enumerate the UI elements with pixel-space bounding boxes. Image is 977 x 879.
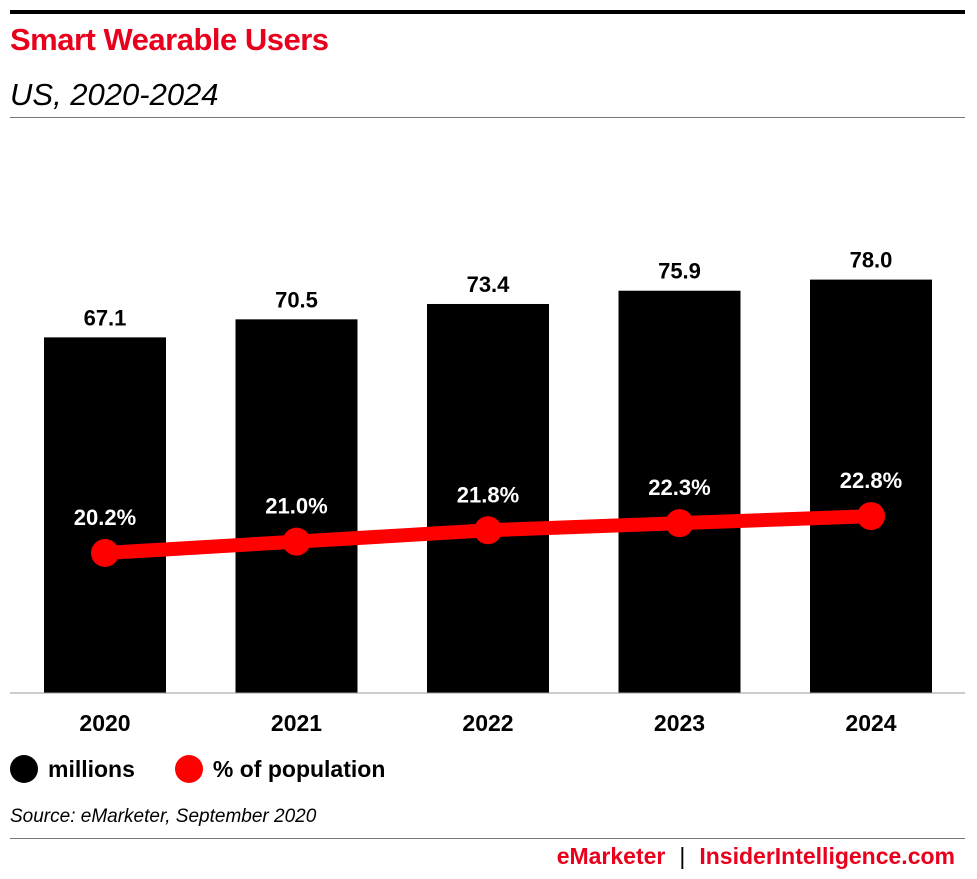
bar-value-label-2020: 67.1 [84, 305, 127, 330]
source-note: Source: eMarketer, September 2020 [10, 806, 317, 827]
chart-title: Smart Wearable Users [10, 22, 329, 57]
x-tick-label-2022: 2022 [462, 710, 513, 736]
legend-item-millions: millions [10, 755, 135, 783]
x-tick-label-2020: 2020 [79, 710, 130, 736]
legend-swatch-millions [10, 755, 38, 783]
legend-item-population: % of population [174, 755, 386, 783]
bar-value-label-2021: 70.5 [275, 287, 318, 312]
population-point-2024 [857, 502, 885, 531]
population-value-label-2024: 22.8% [840, 468, 902, 493]
brand-insiderintelligence: InsiderIntelligence.com [699, 843, 955, 869]
legend-label-millions: millions [48, 755, 135, 782]
x-tick-label-2024: 2024 [845, 710, 896, 736]
population-value-label-2022: 21.8% [457, 482, 519, 507]
chart-subtitle: US, 2020-2024 [10, 77, 219, 112]
population-value-label-2020: 20.2% [74, 505, 136, 530]
x-tick-label-2023: 2023 [654, 710, 705, 736]
top-rule [10, 10, 965, 14]
bar-2020 [44, 337, 166, 693]
footer: eMarketer | InsiderIntelligence.com [557, 843, 955, 870]
legend-label-population: % of population [212, 755, 386, 782]
population-point-2022 [474, 516, 502, 545]
footer-separator: | [679, 843, 686, 869]
bar-value-label-2022: 73.4 [467, 272, 511, 297]
population-value-label-2021: 21.0% [265, 494, 327, 519]
bar-2024 [810, 279, 932, 693]
population-point-2021 [282, 527, 311, 556]
bar-value-label-2023: 75.9 [658, 259, 701, 284]
bar-value-label-2024: 78.0 [850, 248, 893, 273]
footer-divider [10, 838, 965, 839]
population-point-2020 [91, 539, 119, 567]
legend-swatch-population [174, 755, 203, 783]
bar-2021 [235, 319, 358, 693]
title-divider [10, 117, 965, 118]
x-tick-label-2021: 2021 [271, 710, 322, 736]
bar-2022 [427, 303, 549, 693]
population-point-2023 [665, 509, 694, 538]
legend: millions % of population [10, 755, 425, 783]
population-value-label-2023: 22.3% [648, 475, 710, 500]
brand-emarketer: eMarketer [556, 843, 666, 869]
bar-2023 [618, 290, 741, 693]
